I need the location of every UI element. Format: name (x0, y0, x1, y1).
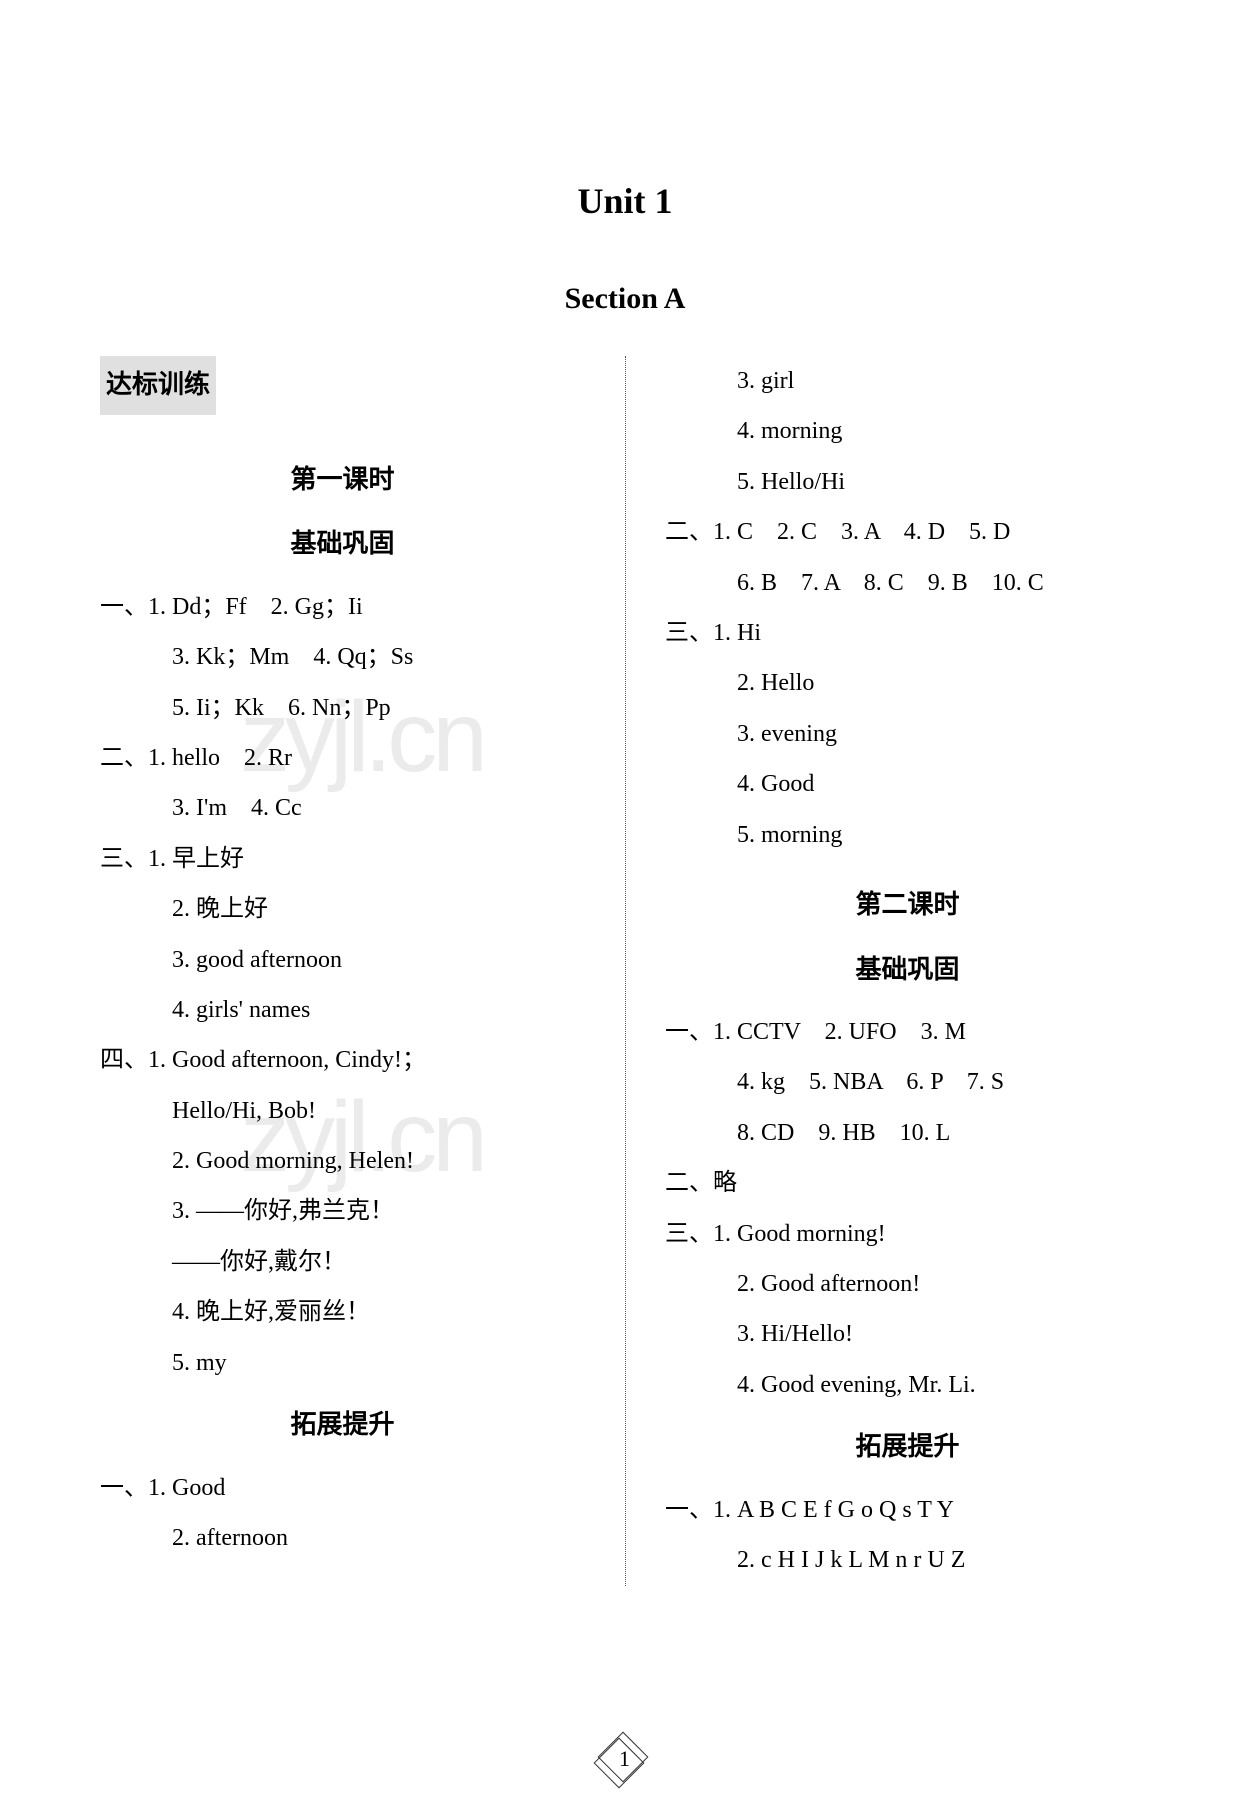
answer-text: Hello/Hi, Bob! (100, 1086, 585, 1136)
prefix: 二、 (665, 1170, 713, 1196)
answer-row: 二、1. C 2. C 3. A 4. D 5. D (665, 507, 1150, 557)
answer-row: 一、1. A B C E f G o Q s T Y (665, 1485, 1150, 1535)
training-label: 达标训练 (100, 356, 216, 415)
answer-text: 3. good afternoon (100, 935, 585, 985)
prefix: 二、 (665, 519, 713, 545)
answer-text: 3. ——你好,弗兰克！ (100, 1186, 585, 1236)
prefix: 三、 (665, 620, 713, 646)
answer-text: 2. Good afternoon! (665, 1259, 1150, 1309)
prefix: 二、 (100, 745, 148, 771)
answer-text: 5. my (100, 1338, 585, 1388)
answer-text: 8. CD 9. HB 10. L (665, 1108, 1150, 1158)
answer-row: 四、1. Good afternoon, Cindy!； (100, 1035, 585, 1085)
column-divider (625, 356, 626, 1586)
answer-row: 三、1. 早上好 (100, 834, 585, 884)
prefix: 四、 (100, 1047, 148, 1073)
answer-text: 3. Kk；Mm 4. Qq；Ss (100, 632, 585, 682)
answer-row: 二、略 (665, 1158, 1150, 1208)
answer-row: 二、1. hello 2. Rr (100, 733, 585, 783)
answer-text: 3. girl (665, 356, 1150, 406)
lesson-title: 第一课时 (100, 453, 585, 508)
answer-text: 1. C 2. C 3. A 4. D 5. D (713, 519, 1010, 545)
answer-text: 1. Good afternoon, Cindy!； (148, 1047, 426, 1073)
page-number: 1 (601, 1735, 649, 1789)
lesson-title: 第二课时 (665, 878, 1150, 933)
prefix: 一、 (665, 1019, 713, 1045)
prefix: 三、 (100, 846, 148, 872)
answer-row: 三、1. Good morning! (665, 1209, 1150, 1259)
answer-row: 三、1. Hi (665, 608, 1150, 658)
answer-text: 4. morning (665, 406, 1150, 456)
basic-title: 基础巩固 (665, 943, 1150, 998)
right-column: 3. girl 4. morning 5. Hello/Hi 二、1. C 2.… (645, 356, 1150, 1586)
answer-text: 1. Good morning! (713, 1221, 886, 1247)
expand-title: 拓展提升 (665, 1420, 1150, 1475)
answer-text: 略 (713, 1170, 737, 1196)
answer-text: 1. Dd；Ff 2. Gg；Ii (148, 594, 363, 620)
answer-text: 1. CCTV 2. UFO 3. M (713, 1019, 966, 1045)
answer-text: 1. Hi (713, 620, 761, 646)
expand-title: 拓展提升 (100, 1398, 585, 1453)
answer-text: 4. girls' names (100, 985, 585, 1035)
left-column: 达标训练 第一课时 基础巩固 一、1. Dd；Ff 2. Gg；Ii 3. Kk… (100, 356, 605, 1586)
answer-text: 3. Hi/Hello! (665, 1309, 1150, 1359)
prefix: 一、 (665, 1497, 713, 1523)
answer-text: 3. evening (665, 709, 1150, 759)
answer-text: 5. Hello/Hi (665, 457, 1150, 507)
answer-text: 4. Good evening, Mr. Li. (665, 1360, 1150, 1410)
answer-text: 1. 早上好 (148, 846, 244, 872)
answer-text: 1. A B C E f G o Q s T Y (713, 1497, 954, 1523)
answer-row: 一、1. Good (100, 1463, 585, 1513)
prefix: 一、 (100, 1475, 148, 1501)
page-number-text: 1 (619, 1746, 630, 1772)
section-title: Section A (100, 282, 1150, 316)
unit-title: Unit 1 (100, 180, 1150, 222)
basic-title: 基础巩固 (100, 517, 585, 572)
content-columns: 达标训练 第一课时 基础巩固 一、1. Dd；Ff 2. Gg；Ii 3. Kk… (100, 356, 1150, 1586)
prefix: 一、 (100, 594, 148, 620)
answer-text: 6. B 7. A 8. C 9. B 10. C (665, 558, 1150, 608)
answer-text: 4. kg 5. NBA 6. P 7. S (665, 1057, 1150, 1107)
answer-text: 2. Good morning, Helen! (100, 1136, 585, 1186)
answer-text: 2. 晚上好 (100, 884, 585, 934)
answer-row: 一、1. Dd；Ff 2. Gg；Ii (100, 582, 585, 632)
answer-text: ——你好,戴尔！ (100, 1237, 585, 1287)
answer-text: 2. c H I J k L M n r U Z (665, 1535, 1150, 1585)
answer-text: 2. Hello (665, 658, 1150, 708)
answer-row: 一、1. CCTV 2. UFO 3. M (665, 1007, 1150, 1057)
prefix: 三、 (665, 1221, 713, 1247)
answer-text: 2. afternoon (100, 1513, 585, 1563)
answer-text: 1. hello 2. Rr (148, 745, 292, 771)
answer-text: 5. Ii；Kk 6. Nn；Pp (100, 683, 585, 733)
answer-text: 1. Good (148, 1475, 225, 1501)
page-diamond-icon: 1 (601, 1735, 649, 1783)
answer-text: 4. Good (665, 759, 1150, 809)
answer-text: 3. I'm 4. Cc (100, 783, 585, 833)
answer-text: 4. 晚上好,爱丽丝！ (100, 1287, 585, 1337)
answer-text: 5. morning (665, 810, 1150, 860)
